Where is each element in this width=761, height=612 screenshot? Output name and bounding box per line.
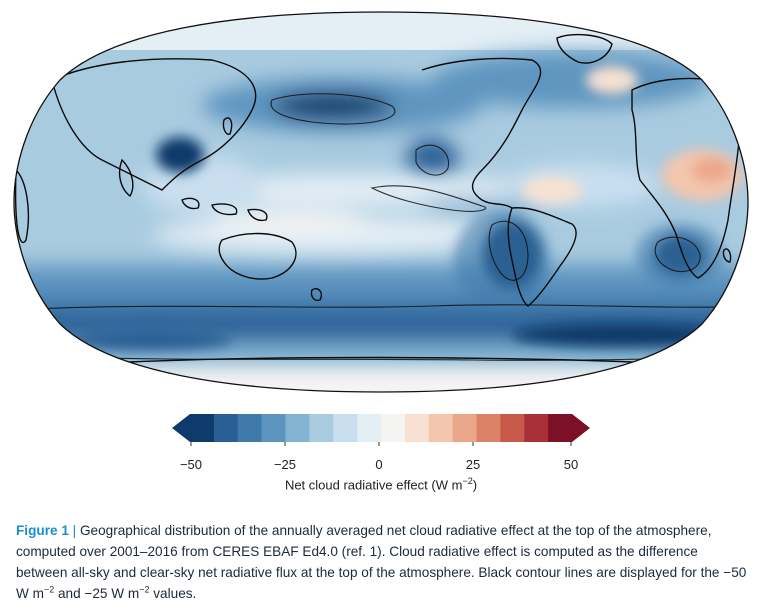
colorbar-bin — [548, 414, 573, 442]
colorbar-bin — [190, 414, 215, 442]
colorbar-tick: −25 — [273, 457, 297, 472]
caption-text-1: Geographical distribution of the annuall… — [16, 523, 747, 601]
colorbar-tick: 0 — [375, 457, 383, 472]
colorbar-bin — [357, 414, 382, 442]
caption-separator: | — [68, 523, 80, 538]
colorbar-bin — [237, 414, 263, 442]
colorbar-label-main: Net cloud radiative effect (W m — [284, 477, 463, 493]
colorbar-extend-min — [172, 414, 190, 442]
caption-text-2: and −25 W m — [54, 586, 140, 601]
colorbar-bin — [333, 414, 358, 442]
colorbar-svg — [172, 414, 590, 446]
colorbar-bin — [213, 414, 239, 442]
colorbar-label-close: ) — [472, 477, 478, 493]
colorbar-tick: −50 — [179, 457, 203, 472]
colorbar-bin — [428, 414, 454, 442]
figure-caption: Figure 1 | Geographical distribution of … — [16, 520, 751, 604]
contour-lines — [14, 93, 748, 361]
colorbar: −50 −25 0 25 50 Net cloud radiative effe… — [168, 410, 594, 500]
colorbar-bin — [309, 414, 334, 442]
map-field — [14, 12, 748, 392]
map-svg — [13, 11, 749, 393]
colorbar-label-exponent: −2 — [462, 476, 473, 486]
colorbar-label: Net cloud radiative effect (W m−2) — [168, 476, 594, 492]
colorbar-bin — [285, 414, 310, 442]
colorbar-extend-max — [572, 414, 590, 442]
colorbar-bin — [500, 414, 525, 442]
colorbar-bin — [261, 414, 286, 442]
colorbar-bin — [476, 414, 501, 442]
caption-exponent-1: −2 — [43, 584, 55, 595]
caption-exponent-2: −2 — [139, 584, 150, 595]
figure-label: Figure 1 — [16, 523, 69, 538]
colorbar-bin — [524, 414, 549, 442]
colorbar-bin — [381, 414, 406, 442]
colorbar-bin — [452, 414, 477, 442]
world-map — [12, 10, 750, 394]
globe-outline — [13, 11, 749, 393]
colorbar-tick: 50 — [563, 457, 579, 472]
caption-text-3: values. — [149, 586, 197, 601]
colorbar-tick: 25 — [465, 457, 481, 472]
colorbar-bin — [404, 414, 430, 442]
